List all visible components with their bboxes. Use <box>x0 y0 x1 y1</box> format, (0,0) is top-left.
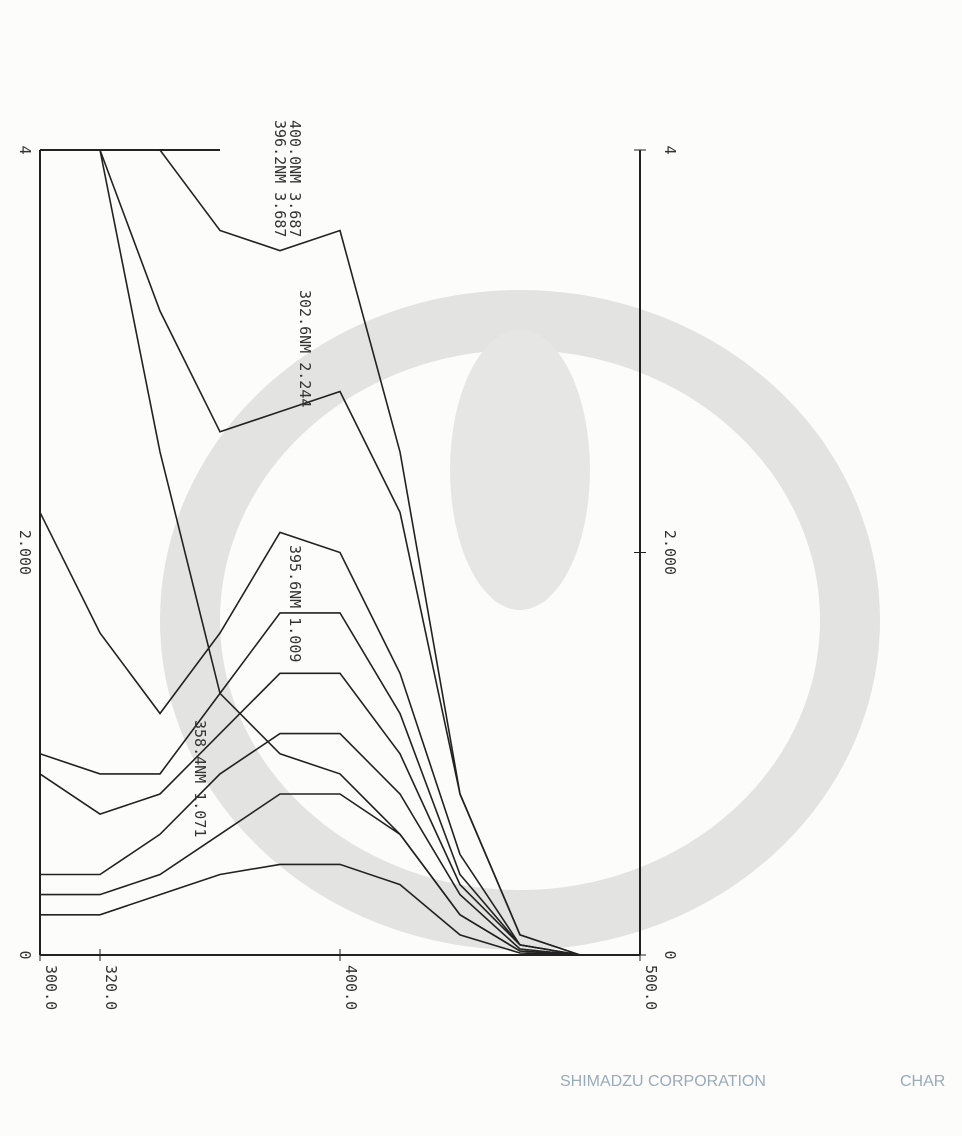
x-tick-label: 320.0 <box>102 965 120 1010</box>
peak-annotation: 358.4NM 1.071 <box>191 720 209 837</box>
peak-annotation: 395.6NM 1.009 <box>286 545 304 662</box>
footer-brand: SHIMADZU CORPORATION <box>560 1073 766 1090</box>
y-tick-label: 4 <box>16 145 34 154</box>
x-tick-label: 400.0 <box>342 965 360 1010</box>
chart: SHIMADZU CORPORATION CHAR 0 0 2.000 2.000 4 4… <box>0 0 962 1136</box>
x-tick-label: 300.0 <box>42 965 60 1010</box>
x-tick-label: 500.0 <box>642 965 660 1010</box>
y-tick-label-right: 2.000 <box>661 530 679 575</box>
y-tick-label: 0 <box>16 950 34 959</box>
y-tick-label: 2.000 <box>16 530 34 575</box>
y-tick-label-right: 4 <box>661 145 679 154</box>
peak-annotation: 396.2NM 3.687 <box>271 120 289 237</box>
peak-annotation: 302.6NM 2.244 <box>296 290 314 407</box>
footer-note: CHAR <box>900 1073 945 1090</box>
watermark-flame <box>450 330 590 610</box>
y-tick-label-right: 0 <box>661 950 679 959</box>
